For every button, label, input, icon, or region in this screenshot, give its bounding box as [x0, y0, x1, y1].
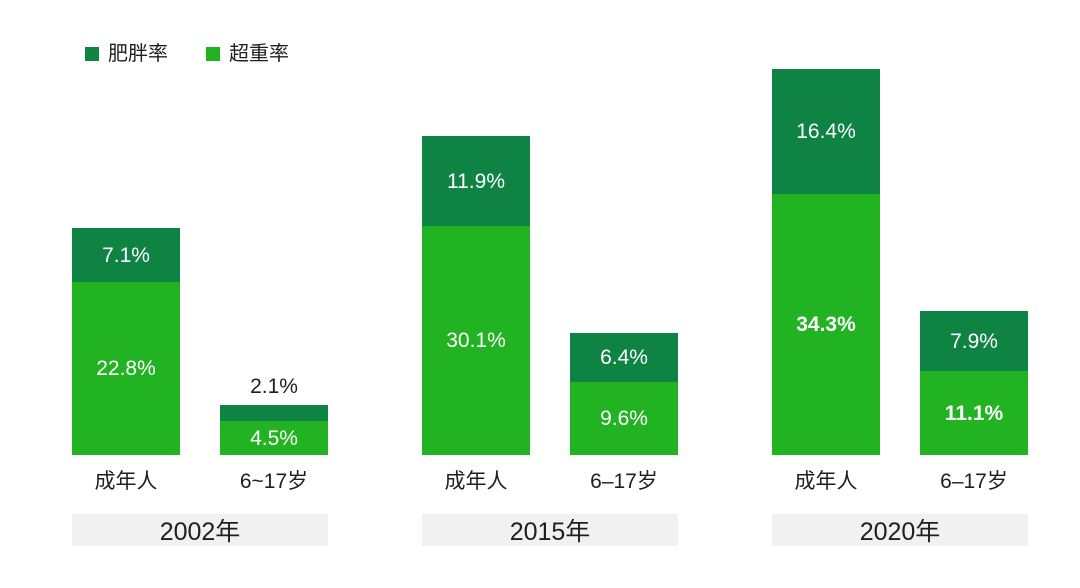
- year-band: 2015年: [422, 514, 678, 547]
- stacked-bar: 7.9% 11.1%: [920, 311, 1028, 455]
- stacked-bar: 11.9% 30.1%: [422, 136, 530, 455]
- overweight-swatch-icon: [206, 47, 220, 61]
- year-group-2015年: 11.9% 30.1% 6.4% 9.6% 成年人 6–17岁 2015年: [422, 65, 678, 547]
- legend-label: 超重率: [229, 43, 289, 65]
- overweight-segment: 30.1%: [422, 226, 530, 455]
- chart-legend: 肥胖率 超重率: [85, 44, 289, 64]
- obesity-segment: 16.4%: [772, 69, 880, 194]
- obesity-segment: [220, 405, 328, 421]
- overweight-segment: 34.3%: [772, 194, 880, 455]
- segment-value-label: 11.1%: [944, 401, 1004, 425]
- bars-row: 11.9% 30.1% 6.4% 9.6%: [422, 65, 678, 455]
- bars-row: 7.1% 22.8% 2.1% 4.5%: [72, 65, 328, 455]
- segment-value-label: 9.6%: [600, 407, 648, 430]
- obesity-segment: 6.4%: [570, 333, 678, 382]
- year-band: 2002年: [72, 514, 328, 547]
- category-labels-row: 成年人 6–17岁: [422, 469, 678, 494]
- overweight-segment: 4.5%: [220, 421, 328, 455]
- bars-row: 16.4% 34.3% 7.9% 11.1%: [772, 65, 1028, 455]
- obesity-segment: 7.9%: [920, 311, 1028, 371]
- legend-item-overweight: 超重率: [206, 44, 289, 64]
- obesity-segment: 7.1%: [72, 228, 180, 282]
- overweight-segment: 22.8%: [72, 282, 180, 455]
- category-label: 6~17岁: [239, 470, 309, 493]
- obesity-swatch-icon: [85, 47, 99, 61]
- obesity-segment: 11.9%: [422, 136, 530, 226]
- segment-value-label: 30.1%: [446, 329, 506, 352]
- segment-value-label: 11.9%: [447, 169, 505, 193]
- legend-item-obesity: 肥胖率: [85, 44, 168, 64]
- stacked-bar: 16.4% 34.3%: [772, 69, 880, 455]
- segment-value-label: 16.4%: [796, 120, 856, 143]
- stacked-bar: 2.1% 4.5%: [220, 376, 328, 455]
- stacked-bar: 7.1% 22.8%: [72, 228, 180, 455]
- segment-value-label: 34.3%: [796, 313, 856, 336]
- year-group-2002年: 7.1% 22.8% 2.1% 4.5% 成年人 6~17岁 2002年: [72, 65, 328, 547]
- stacked-bar: 6.4% 9.6%: [570, 333, 678, 455]
- category-label: 成年人: [444, 470, 508, 493]
- stacked-bar-chart: 7.1% 22.8% 2.1% 4.5% 成年人 6~17岁 2002年 11.9% 30.1%…: [72, 65, 1028, 547]
- segment-value-label: 7.9%: [950, 329, 998, 353]
- overweight-segment: 9.6%: [570, 382, 678, 455]
- chart-groups: 7.1% 22.8% 2.1% 4.5% 成年人 6~17岁 2002年 11.9% 30.1%…: [72, 65, 1028, 547]
- category-labels-row: 成年人 6~17岁: [72, 469, 328, 494]
- category-label: 6–17岁: [940, 470, 1008, 493]
- legend-label: 肥胖率: [108, 43, 168, 65]
- category-label: 成年人: [94, 470, 158, 493]
- segment-value-label: 6.4%: [600, 346, 648, 369]
- year-band: 2020年: [772, 514, 1028, 547]
- category-labels-row: 成年人 6–17岁: [772, 469, 1028, 494]
- category-label: 6–17岁: [590, 470, 658, 493]
- overweight-segment: 11.1%: [920, 371, 1028, 455]
- segment-value-label-outside: 2.1%: [250, 375, 298, 398]
- segment-value-label: 22.8%: [96, 357, 156, 380]
- year-group-2020年: 16.4% 34.3% 7.9% 11.1% 成年人 6–17岁 2020年: [772, 65, 1028, 547]
- segment-value-label: 7.1%: [102, 243, 150, 267]
- segment-value-label: 4.5%: [250, 426, 298, 450]
- category-label: 成年人: [794, 470, 858, 493]
